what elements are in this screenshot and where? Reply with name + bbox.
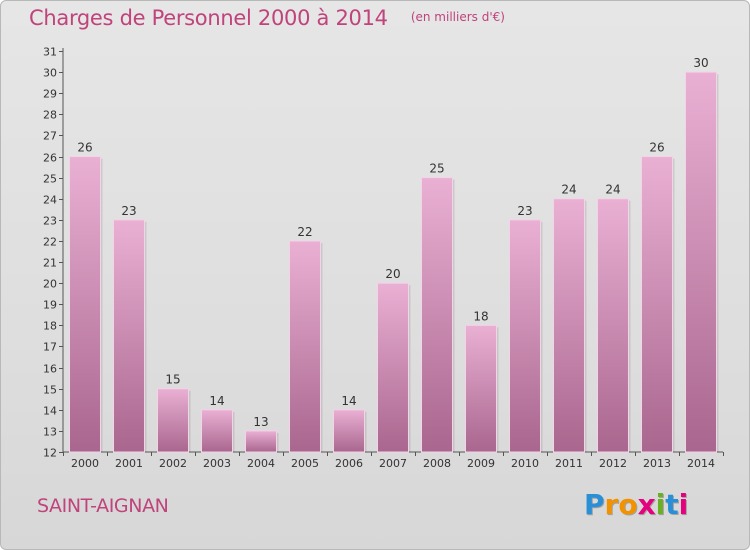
bar-2012 xyxy=(597,198,629,453)
bar-value-label: 18 xyxy=(473,309,488,323)
bar-value-label: 30 xyxy=(693,56,708,70)
bar-value-label: 25 xyxy=(429,162,444,176)
logo-letter: P xyxy=(584,488,605,521)
axes: 12 13 14 15 16 17 18 19 20 21 22 23 24 25 26 27 28 29 30 31… xyxy=(43,46,724,470)
x-tick-label: 2006 xyxy=(335,457,363,470)
x-tick-label: 2002 xyxy=(159,457,187,470)
bar-value-label: 15 xyxy=(165,373,180,387)
y-tick-label: 31 xyxy=(43,46,57,59)
y-tick-label: 26 xyxy=(43,152,57,165)
y-tick-label: 18 xyxy=(43,320,57,333)
x-tick-label: 2003 xyxy=(203,457,231,470)
commune-name: SAINT-AIGNAN xyxy=(37,495,169,517)
y-tick-label: 20 xyxy=(43,278,57,291)
proxiti-logo[interactable]: Proxiti xyxy=(584,488,688,521)
bar-value-label: 20 xyxy=(385,267,400,281)
bar-2004 xyxy=(245,430,277,453)
chart-title: Charges de Personnel 2000 à 2014 xyxy=(29,6,388,30)
bar-value-label: 26 xyxy=(77,141,92,155)
y-tick-label: 21 xyxy=(43,257,57,270)
bars: 26 23 15 14 13 22 14 20 25 18 23 24 24 26 30 xyxy=(69,56,719,453)
y-tick-label: 29 xyxy=(43,88,57,101)
y-tick-label: 28 xyxy=(43,109,57,122)
bar-value-label: 24 xyxy=(561,183,576,197)
bar-2002 xyxy=(157,388,189,453)
bar-2006 xyxy=(333,409,365,453)
bar-value-label: 22 xyxy=(297,225,312,239)
x-tick-label: 2012 xyxy=(599,457,627,470)
y-tick-label: 15 xyxy=(43,384,57,397)
bar-2003 xyxy=(201,409,233,453)
x-tick-label: 2004 xyxy=(247,457,275,470)
y-tick-label: 22 xyxy=(43,236,57,249)
y-tick-label: 27 xyxy=(43,130,57,143)
bar-value-label: 23 xyxy=(121,204,136,218)
x-tick-label: 2009 xyxy=(467,457,495,470)
logo-letter: x xyxy=(637,488,656,521)
bar-2007 xyxy=(377,282,409,453)
bar-value-label: 13 xyxy=(253,415,268,429)
logo-letter: i xyxy=(655,488,666,521)
x-tick-label: 2008 xyxy=(423,457,451,470)
y-tick-label: 16 xyxy=(43,363,57,376)
bar-2000 xyxy=(69,156,101,453)
bar-2005 xyxy=(289,240,321,453)
title-block: Charges de Personnel 2000 à 2014 (en mil… xyxy=(29,6,505,30)
y-tick-label: 14 xyxy=(43,405,57,418)
bar-2001 xyxy=(113,219,145,453)
logo-letter: o xyxy=(618,488,638,521)
logo-letter: r xyxy=(604,488,619,521)
y-tick-label: 25 xyxy=(43,173,57,186)
x-tick-label: 2000 xyxy=(71,457,99,470)
x-tick-label: 2010 xyxy=(511,457,539,470)
y-tick-label: 24 xyxy=(43,194,57,207)
y-tick-label: 19 xyxy=(43,299,57,312)
bar-value-label: 23 xyxy=(517,204,532,218)
y-tick-label: 12 xyxy=(43,447,57,460)
y-tick-label: 17 xyxy=(43,341,57,354)
x-tick-label: 2001 xyxy=(115,457,143,470)
bar-2009 xyxy=(465,324,497,453)
x-tick-label: 2014 xyxy=(687,457,715,470)
y-tick-label: 30 xyxy=(43,67,57,80)
logo-letter: i xyxy=(678,488,689,521)
chart-subtitle: (en milliers d'€) xyxy=(410,10,505,24)
y-tick-label: 23 xyxy=(43,215,57,228)
bar-value-label: 14 xyxy=(209,394,224,408)
x-tick-label: 2011 xyxy=(555,457,583,470)
bar-2014 xyxy=(685,71,717,453)
bar-2008 xyxy=(421,177,453,453)
bar-value-label: 14 xyxy=(341,394,356,408)
x-tick-label: 2007 xyxy=(379,457,407,470)
bar-2010 xyxy=(509,219,541,453)
bar-2011 xyxy=(553,198,585,453)
bar-2013 xyxy=(641,156,673,453)
bar-value-label: 24 xyxy=(605,183,620,197)
y-tick-label: 13 xyxy=(43,426,57,439)
bar-value-label: 26 xyxy=(649,141,664,155)
x-tick-label: 2005 xyxy=(291,457,319,470)
x-tick-label: 2013 xyxy=(643,457,671,470)
logo-letter: t xyxy=(665,488,679,521)
